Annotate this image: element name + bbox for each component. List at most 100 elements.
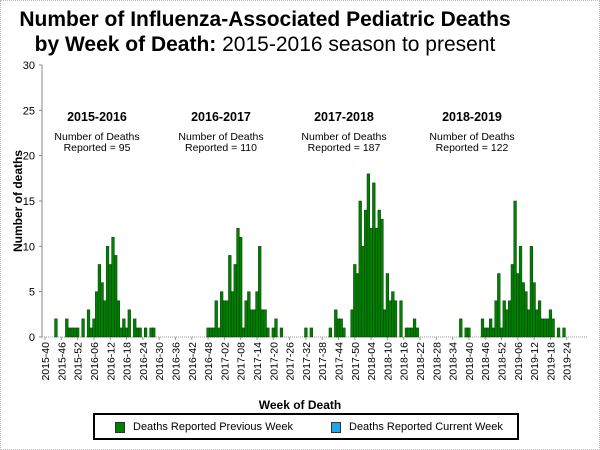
bar-2018-02: [364, 209, 368, 338]
bar-2017-52: [358, 200, 362, 338]
bar-2016-05: [89, 327, 93, 338]
bar-2019-07: [518, 246, 523, 338]
bar-2016-08: [97, 264, 102, 338]
legend: Deaths Reported Previous Week Deaths Rep…: [93, 413, 519, 440]
bar-2019-08: [521, 282, 525, 338]
x-tick-label: 2018-22: [415, 342, 427, 381]
bar-2017-13: [252, 309, 256, 338]
x-axis-title: Week of Death: [259, 398, 341, 412]
y-tick-label: 15: [23, 196, 35, 208]
x-tick-label: 2017-50: [350, 342, 362, 381]
bar-2018-20: [412, 318, 417, 338]
bar-2018-03: [366, 173, 370, 338]
bar-2016-13: [111, 237, 115, 338]
bar-2019-09: [524, 291, 528, 338]
bar-2019-04: [510, 264, 514, 338]
bar-2018-40: [467, 327, 471, 338]
x-tick-label: 2017-44: [333, 342, 345, 381]
bar-2018-18: [407, 327, 411, 338]
bar-2019-16: [543, 318, 547, 338]
season-label: 2015-2016: [67, 110, 127, 124]
bar-2018-50: [494, 300, 498, 338]
bar-2019-05: [513, 200, 517, 338]
season-label: 2017-2018: [314, 110, 374, 124]
bar-2017-06: [233, 264, 237, 338]
bar-2017-21: [274, 318, 278, 338]
bar-2018-17: [404, 327, 409, 338]
x-tick-label: 2018-16: [399, 342, 411, 381]
bar-2019-02: [505, 309, 509, 338]
bar-2018-04: [369, 227, 373, 338]
legend-label-previous: Deaths Reported Previous Week: [133, 421, 293, 433]
bar-2016-04: [86, 309, 91, 338]
x-tick-label: 2018-52: [497, 342, 509, 381]
bar-2018-08: [380, 218, 384, 338]
bar-2017-34: [309, 327, 313, 338]
season-deaths-caption: Number of Deaths: [301, 131, 386, 143]
legend-swatch-previous: [115, 421, 125, 433]
season-deaths-caption: Number of Deaths: [54, 131, 139, 143]
bar-2017-01: [220, 291, 224, 338]
bar-2016-25: [143, 327, 148, 338]
x-tick-label: 2016-18: [122, 342, 134, 381]
bar-2015-50: [70, 327, 74, 338]
bar-2017-12: [249, 309, 254, 338]
x-tick-label: 2015-40: [40, 342, 52, 381]
bar-2019-01: [502, 300, 506, 338]
bar-2018-11: [388, 300, 392, 338]
x-tick-label: 2017-38: [317, 342, 329, 381]
season-deaths-count: Reported = 122: [436, 142, 509, 154]
x-tick-label: 2019-06: [513, 342, 525, 381]
bar-2017-32: [304, 327, 308, 338]
legend-item-previous: Deaths Reported Previous Week: [115, 421, 293, 433]
bar-2016-28: [152, 327, 156, 338]
bar-2016-10: [103, 300, 107, 338]
bar-2018-12: [391, 291, 395, 338]
bar-2017-44: [336, 318, 341, 338]
bar-2017-23: [279, 327, 284, 338]
y-tick-label: 30: [23, 60, 35, 72]
bar-2016-07: [95, 291, 99, 338]
bar-2016-09: [100, 282, 104, 338]
bar-2017-10: [244, 300, 248, 338]
bar-2016-06: [92, 318, 96, 338]
bar-2017-50: [353, 264, 357, 338]
bar-2018-21: [415, 327, 419, 338]
bar-2015-52: [76, 327, 80, 338]
bar-2017-04: [228, 255, 232, 338]
x-tick-label: 2019-24: [562, 342, 574, 381]
bar-2017-17: [263, 309, 267, 338]
bar-2019-17: [546, 318, 550, 338]
bar-2017-18: [266, 327, 270, 338]
bar-2016-12: [108, 264, 112, 338]
x-tick-label: 2016-42: [187, 342, 199, 381]
bar-2015-49: [67, 327, 72, 338]
y-axis-title: Number of deaths: [11, 150, 25, 252]
bar-2016-27: [149, 327, 153, 338]
bar-2018-39: [464, 327, 468, 338]
season-label: 2016-2017: [191, 110, 251, 124]
bar-2018-45: [480, 318, 485, 338]
season-deaths-caption: Number of Deaths: [178, 131, 263, 143]
bar-2018-52: [499, 327, 504, 338]
bar-2016-18: [124, 327, 129, 338]
bar-2018-47: [486, 327, 490, 338]
y-tick-label: 10: [23, 241, 35, 253]
bar-2018-49: [491, 327, 495, 338]
bar-2018-48: [489, 318, 493, 338]
bar-2016-22: [135, 327, 140, 338]
legend-item-current: Deaths Reported Current Week: [331, 421, 503, 433]
chart-title-line1: Number of Influenza-Associated Pediatric…: [19, 8, 511, 31]
x-tick-label: 2017-20: [268, 342, 280, 381]
x-tick-label: 2016-06: [89, 342, 101, 381]
legend-label-current: Deaths Reported Current Week: [349, 421, 503, 433]
bar-2018-15: [399, 300, 403, 338]
bar-2018-19: [410, 327, 414, 338]
bar-2016-51: [214, 300, 218, 338]
y-tick-label: 20: [23, 151, 35, 163]
bar-2019-06: [516, 273, 520, 338]
bar-2019-14: [537, 300, 542, 338]
bar-2017-14: [255, 291, 259, 338]
x-tick-label: 2015-46: [56, 342, 68, 381]
